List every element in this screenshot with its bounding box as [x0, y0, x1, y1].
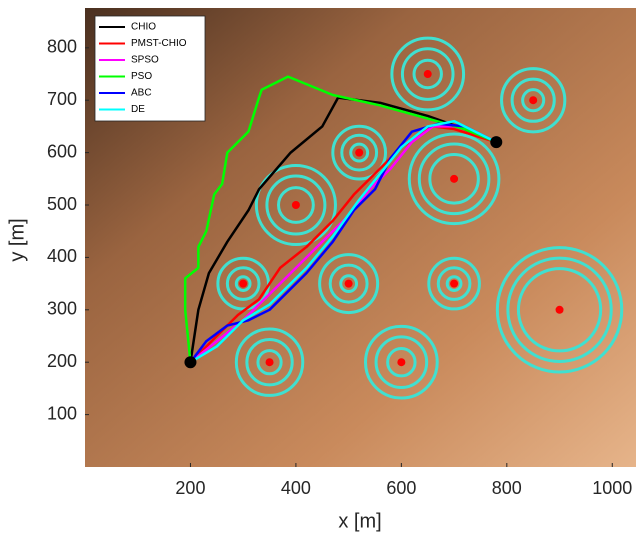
x-tick-label: 200	[175, 478, 205, 498]
x-tick-label: 400	[281, 478, 311, 498]
threat-center	[424, 70, 432, 78]
x-tick-label: 800	[492, 478, 522, 498]
chart: x [m] y [m] 200 400 600 800 1000 100 200 300 400…	[0, 0, 636, 541]
y-axis-label: y [m]	[6, 218, 28, 261]
x-tick-label: 1000	[592, 478, 632, 498]
y-tick-label: 200	[47, 351, 77, 371]
y-tick-label: 800	[47, 37, 77, 57]
threat-center	[345, 280, 353, 288]
threat-center	[397, 358, 405, 366]
legend-label: CHIO	[131, 22, 156, 33]
threat-center	[450, 280, 458, 288]
y-tick-label: 500	[47, 194, 77, 214]
y-tick-label: 600	[47, 141, 77, 161]
threat-center	[239, 280, 247, 288]
y-tick-label: 400	[47, 246, 77, 266]
y-tick-label: 100	[47, 403, 77, 423]
threat-center	[556, 306, 564, 314]
legend-label: DE	[131, 104, 145, 115]
legend-label: PSO	[131, 71, 152, 82]
legend-label: SPSO	[131, 55, 159, 66]
start-point	[184, 356, 196, 368]
threat-center	[450, 175, 458, 183]
threat-center	[266, 358, 274, 366]
x-tick-label: 600	[386, 478, 416, 498]
threat-center	[292, 201, 300, 209]
legend-label: ABC	[131, 88, 152, 99]
y-tick-label: 300	[47, 299, 77, 319]
x-axis-label: x [m]	[338, 510, 381, 532]
goal-point	[490, 136, 502, 148]
y-tick-label: 700	[47, 89, 77, 109]
threat-center	[355, 149, 363, 157]
threat-center	[529, 96, 537, 104]
legend-label: PMST-CHIO	[131, 38, 187, 49]
